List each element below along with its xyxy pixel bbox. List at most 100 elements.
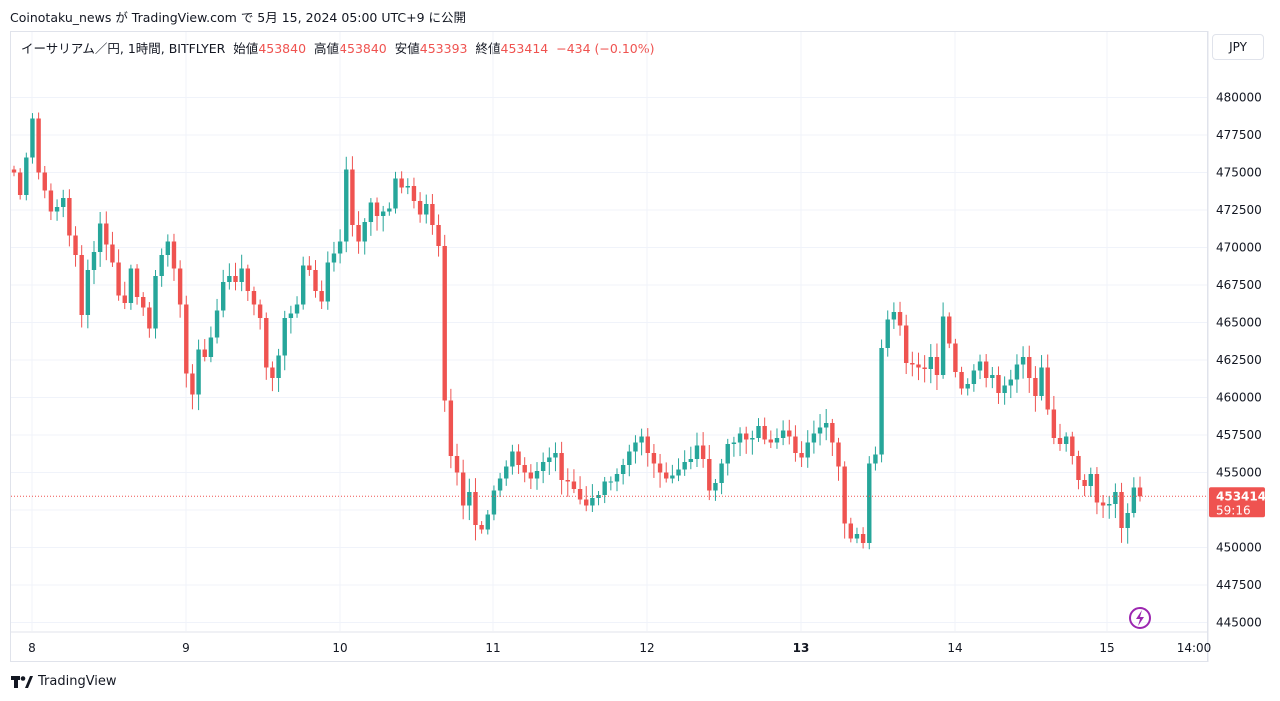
- candle-body: [436, 225, 441, 246]
- candle-body: [48, 190, 54, 212]
- candle-body: [651, 453, 657, 464]
- candle-body: [983, 361, 989, 378]
- candle-body: [953, 343, 958, 372]
- price-tick-label: 467500: [1216, 278, 1262, 292]
- candle-body: [141, 297, 146, 308]
- candle-body: [196, 349, 201, 395]
- candle-body: [596, 495, 601, 498]
- candle-body: [221, 282, 226, 311]
- candle-body: [940, 316, 946, 375]
- candle-body: [116, 262, 121, 296]
- candle-body: [1020, 357, 1026, 365]
- candle-body: [510, 451, 515, 467]
- currency-button[interactable]: JPY: [1212, 34, 1264, 60]
- candle-body: [805, 442, 810, 458]
- candle-body: [922, 367, 927, 369]
- price-tick-label: 445000: [1216, 616, 1262, 630]
- close-label: 終値: [475, 41, 501, 56]
- candle-body: [756, 426, 761, 438]
- lightning-icon[interactable]: [1129, 607, 1151, 629]
- candle-body: [879, 348, 884, 455]
- candle-body: [891, 312, 897, 320]
- candle-body: [965, 384, 970, 389]
- candle-body: [1100, 502, 1106, 506]
- candle-body: [1014, 364, 1020, 380]
- candle-body: [996, 375, 1001, 393]
- candle-body: [540, 462, 546, 471]
- candle-body: [331, 253, 337, 263]
- candle-body: [1094, 474, 1100, 503]
- candle-body: [251, 291, 257, 305]
- candle-body: [867, 463, 872, 543]
- candle-body: [214, 310, 220, 338]
- candle-body: [1107, 504, 1112, 506]
- candle-body: [1051, 409, 1057, 438]
- footer-brand: TradingView: [38, 674, 117, 689]
- candle-body: [350, 169, 355, 225]
- candle-body: [454, 456, 460, 473]
- time-tick-label: 14:00: [1177, 641, 1212, 655]
- candle-body: [633, 442, 638, 452]
- time-tick-label: 8: [28, 641, 36, 655]
- candle-body: [744, 433, 749, 440]
- candle-body: [823, 423, 829, 428]
- candle-body: [473, 492, 478, 525]
- candle-body: [565, 480, 570, 482]
- time-tick-label: 9: [182, 641, 190, 655]
- candle-body: [516, 451, 521, 465]
- footer[interactable]: TradingView: [11, 674, 117, 689]
- candle-body: [171, 241, 177, 269]
- candles: [11, 112, 1143, 550]
- candle-body: [620, 465, 626, 474]
- candle-body: [67, 198, 72, 236]
- candle-body: [11, 169, 17, 173]
- candle-body: [559, 453, 564, 480]
- candle-body: [337, 241, 343, 254]
- candle-body: [1027, 357, 1032, 378]
- candle-body: [928, 357, 933, 369]
- candle-body: [245, 268, 251, 291]
- price-axis: 480000 477500 475000 472500 470000 467500 4650…: [1216, 91, 1262, 630]
- candle-body: [768, 439, 774, 443]
- candle-body: [645, 436, 650, 453]
- candle-body: [522, 465, 527, 473]
- candle-body: [97, 223, 103, 252]
- candle-body: [424, 204, 429, 215]
- candle-body: [104, 223, 109, 245]
- candle-body: [504, 466, 509, 479]
- candle-body: [682, 462, 687, 470]
- candle-body: [325, 262, 331, 302]
- candle-body: [528, 472, 534, 479]
- candle-body: [36, 118, 41, 173]
- candle-body: [903, 325, 909, 363]
- price-tick-label: 465000: [1216, 316, 1262, 330]
- publish-caption: Coinotaku_news が TradingView.com で 5月 15…: [10, 10, 467, 25]
- time-tick-label: 15: [1099, 641, 1114, 655]
- candle-body: [479, 525, 484, 530]
- candle-body: [602, 481, 607, 495]
- candle-body: [947, 316, 952, 344]
- candle-body: [713, 483, 718, 491]
- candle-body: [264, 318, 269, 368]
- candle-body: [239, 268, 244, 282]
- candle-body: [405, 186, 410, 188]
- candle-body: [491, 490, 497, 515]
- symbol-label[interactable]: イーサリアム／円, 1時間, BITFLYER: [21, 41, 226, 56]
- candle-body: [817, 427, 823, 434]
- candle-body: [202, 349, 207, 357]
- candle-body: [707, 459, 712, 491]
- candle-body: [1070, 436, 1075, 456]
- candle-body: [1113, 492, 1118, 504]
- candle-body: [614, 474, 620, 482]
- candle-body: [344, 169, 349, 242]
- candle-body: [977, 361, 983, 371]
- candle-body: [1137, 487, 1143, 497]
- candle-body: [368, 202, 374, 222]
- candle-body: [387, 208, 392, 212]
- candle-body: [1076, 456, 1081, 480]
- candle-body: [670, 475, 675, 479]
- time-tick-label: 10: [332, 641, 347, 655]
- candle-body: [694, 445, 700, 459]
